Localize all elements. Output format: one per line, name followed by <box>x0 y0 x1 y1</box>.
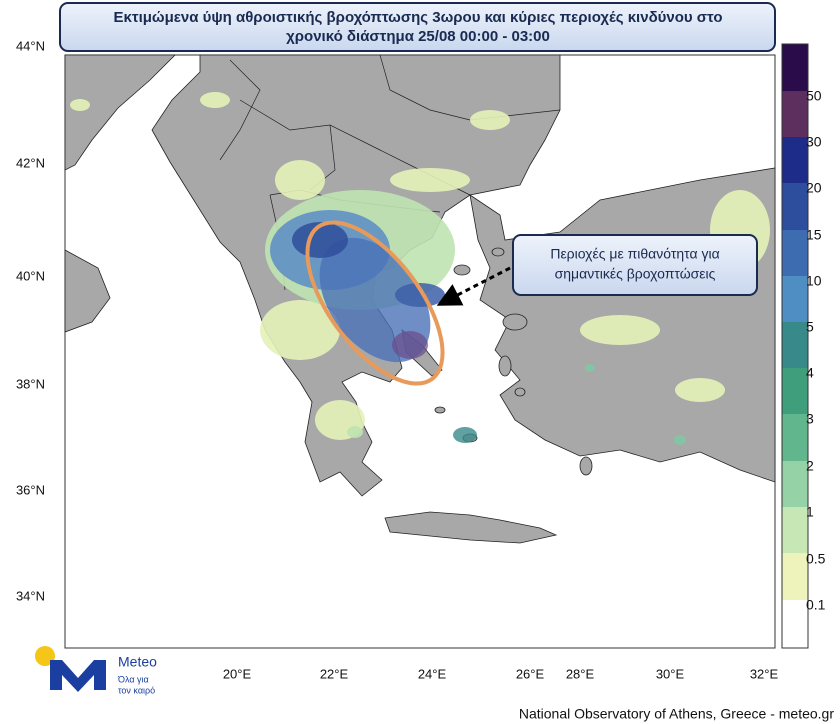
colorbar-label: 3 <box>806 411 814 427</box>
logo-tagline: τον καιρό <box>118 685 155 695</box>
rain-area <box>675 378 725 402</box>
title-box <box>59 2 776 52</box>
longitude-label: 20°E <box>223 666 252 681</box>
colorbar-label: 10 <box>806 273 822 289</box>
colorbar-label: 4 <box>806 365 814 381</box>
longitude-label: 30°E <box>656 666 685 681</box>
annotation: σημαντικές βροχοπτώσεις <box>555 266 716 282</box>
colorbar-label: 30 <box>806 134 822 150</box>
island <box>491 247 505 257</box>
rain-area <box>674 435 686 445</box>
logo-name: Meteo <box>118 654 157 670</box>
map <box>64 54 776 649</box>
colorbar-swatch <box>782 322 808 368</box>
annotation: Περιοχές με πιθανότητα για <box>550 246 719 262</box>
colorbar-label: 15 <box>806 227 822 243</box>
island <box>502 313 528 331</box>
arrow <box>436 266 511 306</box>
longitude-label: 24°E <box>418 666 447 681</box>
colorbar-swatch <box>782 91 808 137</box>
latitude-label: 36°N <box>16 482 45 497</box>
land <box>64 249 111 333</box>
latitude-label: 40°N <box>16 268 45 283</box>
rain-area <box>70 99 90 111</box>
rain-area <box>275 160 325 200</box>
rain-area <box>347 426 363 438</box>
risk-ellipse <box>305 220 445 386</box>
island <box>453 264 471 276</box>
land <box>64 54 176 171</box>
rain-area <box>453 427 477 443</box>
latitude-label: 44°N <box>16 38 45 53</box>
logo-tagline: Όλα για <box>117 674 149 684</box>
logo-mark <box>50 660 106 692</box>
colorbar-label: 50 <box>806 88 822 104</box>
colorbar-swatch <box>782 553 808 600</box>
colorbar: 50 30 20 15 10 5 4 3 2 1 0.5 0.1 <box>781 43 826 649</box>
rain-area <box>470 110 510 130</box>
title: χρονικό διάστημα 25/08 00:00 - 03:00 <box>286 28 550 45</box>
colorbar-frame <box>781 43 809 649</box>
colorbar-label: 20 <box>806 180 822 196</box>
latitude-label: 34°N <box>16 588 45 603</box>
colorbar-swatch <box>782 183 808 230</box>
rain-area <box>260 300 340 360</box>
colorbar-swatch <box>782 44 808 91</box>
colorbar-swatch <box>782 461 808 507</box>
border <box>219 59 261 161</box>
rain-area <box>390 168 470 192</box>
rain-area <box>395 283 445 307</box>
colorbar-swatch <box>782 507 808 553</box>
colorbar-label: 0.1 <box>806 597 826 613</box>
latitude-label: 42°N <box>16 155 45 170</box>
annotation-box <box>512 234 758 296</box>
rain-area <box>319 237 431 363</box>
logo: Meteo Όλα για τον καιρό <box>35 646 157 695</box>
island <box>579 456 593 476</box>
rain-area <box>585 364 595 372</box>
island <box>514 387 526 397</box>
rain-area <box>200 92 230 108</box>
footer: National Observatory of Athens, Greece -… <box>519 706 834 722</box>
rain-area <box>580 315 660 345</box>
latitude-label: 38°N <box>16 376 45 391</box>
colorbar-label: 0.5 <box>806 551 826 567</box>
rain-area <box>392 331 428 359</box>
land <box>384 511 558 544</box>
longitude-label: 28°E <box>566 666 595 681</box>
colorbar-swatch <box>782 276 808 322</box>
island <box>434 406 446 414</box>
longitude-label: 26°E <box>516 666 545 681</box>
colorbar-swatch <box>782 230 808 276</box>
longitude-label: 32°E <box>750 666 779 681</box>
title: Εκτιμώμενα ύψη αθροιστικής βροχόπτωσης 3… <box>114 9 723 26</box>
colorbar-label: 5 <box>806 319 814 335</box>
longitude-label: 22°E <box>320 666 349 681</box>
colorbar-label: 1 <box>806 504 814 520</box>
island <box>498 355 512 377</box>
colorbar-swatch <box>782 368 808 414</box>
colorbar-label: 2 <box>806 458 814 474</box>
colorbar-swatch <box>782 137 808 183</box>
colorbar-swatch <box>782 600 808 648</box>
colorbar-swatch <box>782 414 808 461</box>
